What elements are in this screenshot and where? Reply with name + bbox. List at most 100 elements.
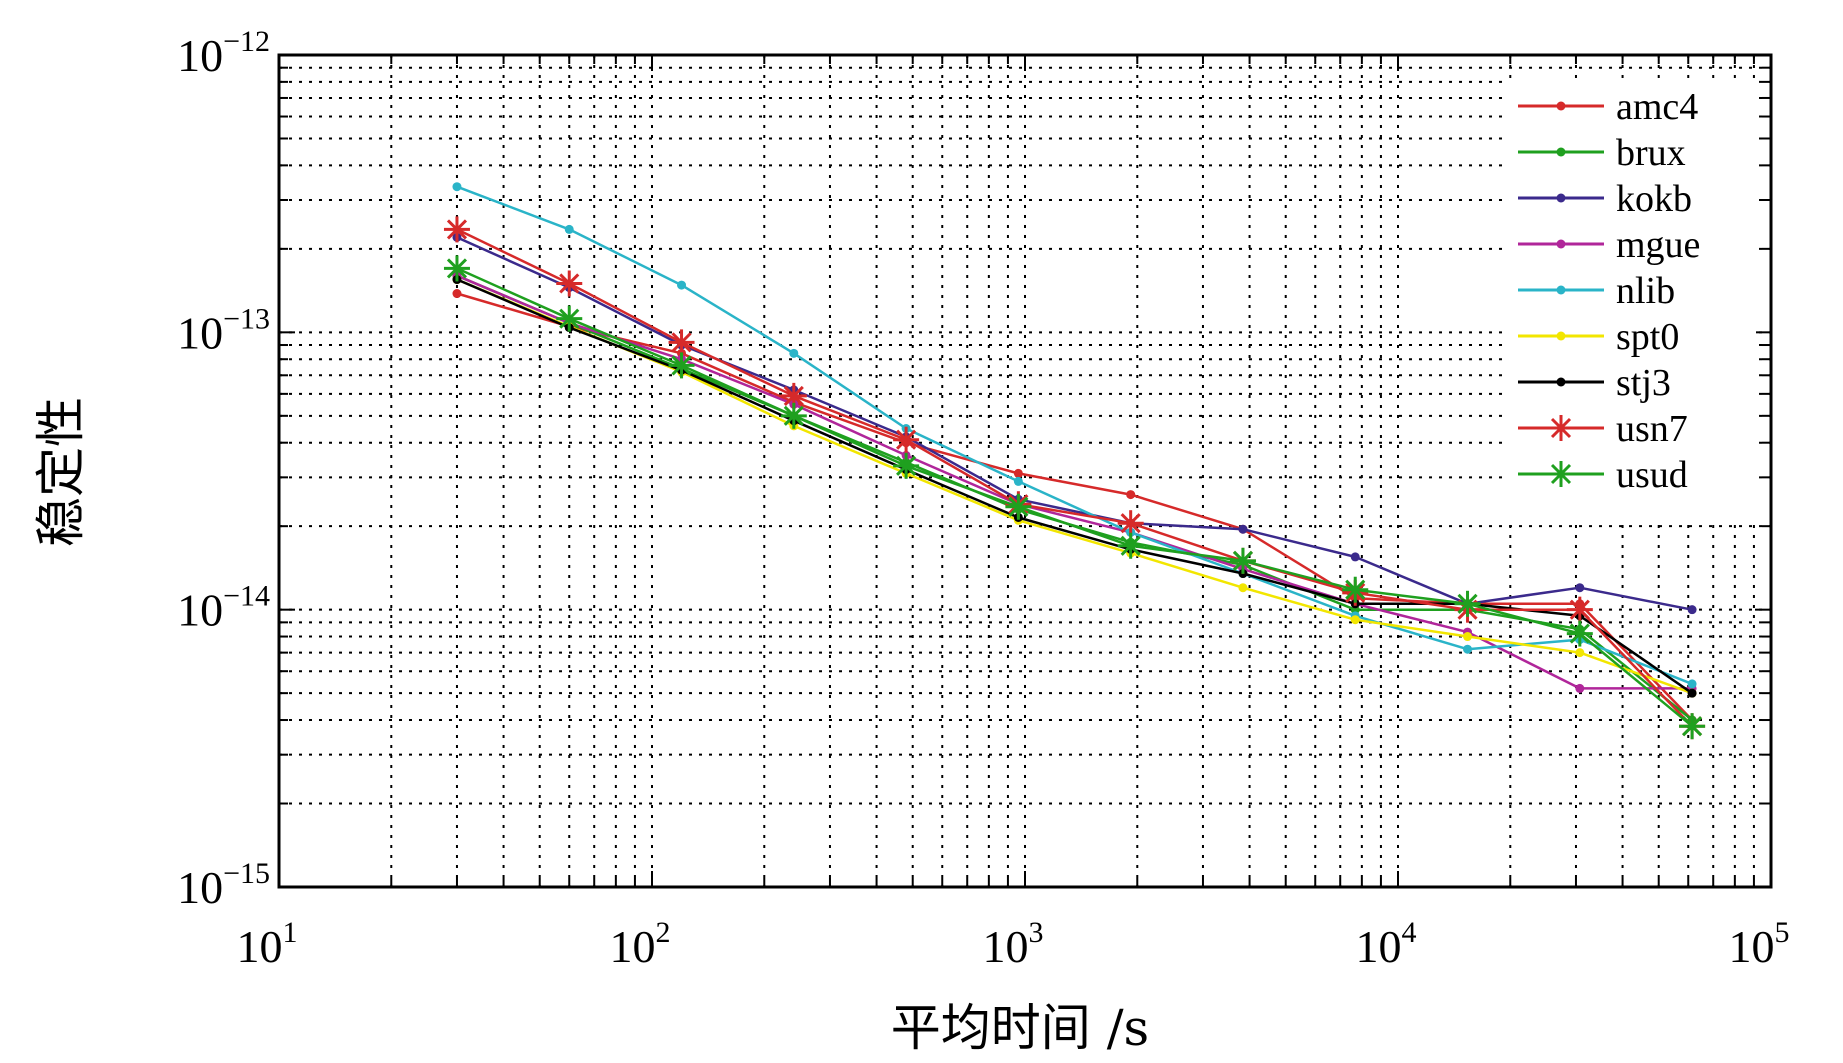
data-point-kokb — [1687, 605, 1697, 615]
data-point-usud-stroke — [446, 258, 468, 279]
legend-label: mgue — [1616, 224, 1700, 266]
data-point-usud — [1342, 576, 1369, 603]
legend-marker — [1548, 415, 1574, 441]
data-point-usud-stroke — [1682, 716, 1703, 737]
axis-ticks — [279, 55, 1771, 887]
series-line-mgue — [456, 274, 1693, 690]
legend-item-brux: brux — [1518, 132, 1686, 174]
data-point-usn7 — [1117, 510, 1144, 537]
data-point-nlib — [452, 182, 462, 192]
legend-label: nlib — [1616, 270, 1675, 312]
y-tick-label: 10−12 — [177, 25, 270, 81]
data-point-usn7-stroke — [896, 429, 917, 450]
legend-label: usn7 — [1616, 408, 1688, 450]
series-line-nlib — [456, 185, 1693, 686]
x-tick-label: 104 — [1356, 916, 1417, 972]
x-tick-exponent: 1 — [283, 916, 298, 949]
data-point-usn7-stroke — [783, 385, 804, 406]
legend-label: brux — [1616, 132, 1686, 174]
data-point-nlib — [1687, 679, 1697, 689]
data-point-amc4 — [1013, 468, 1023, 478]
data-point-usn7-stroke — [671, 332, 692, 353]
series-line-usud — [456, 267, 1693, 728]
data-point-usn7-stroke — [446, 219, 468, 240]
data-point-stj3 — [1687, 688, 1697, 698]
data-point-usn7-stroke — [559, 273, 580, 294]
data-point-usud — [668, 352, 695, 379]
y-tick-base: 10 — [177, 30, 223, 81]
data-point-spt0 — [1350, 615, 1360, 625]
legend-marker — [1548, 461, 1574, 487]
legend-marker — [1556, 147, 1566, 157]
x-tick-base: 10 — [983, 921, 1029, 972]
legend-item-mgue: mgue — [1518, 224, 1700, 266]
data-point-usn7 — [443, 216, 470, 243]
data-point-amc4 — [452, 289, 462, 299]
data-point-usn7 — [893, 426, 920, 453]
legend-label: usud — [1616, 454, 1688, 496]
data-point-usud-stroke — [1120, 535, 1141, 556]
series-line-stj3 — [456, 278, 1693, 695]
data-point-usn7-stroke — [1120, 513, 1141, 534]
legend-label: stj3 — [1616, 362, 1671, 404]
x-tick-base: 10 — [1729, 921, 1775, 972]
legend-marker-stroke — [1550, 463, 1572, 485]
legend-marker — [1556, 377, 1566, 387]
data-point-usud-stroke — [559, 308, 580, 329]
y-tick-label: 10−14 — [177, 580, 270, 636]
data-point-usud — [443, 255, 470, 282]
x-tick-label: 105 — [1729, 916, 1790, 972]
legend-item-stj3: stj3 — [1518, 362, 1671, 404]
y-axis-label: 稳定性 — [32, 397, 90, 547]
data-point-usud — [1229, 547, 1256, 574]
y-tick-exponent: −15 — [223, 857, 270, 890]
x-tick-base: 10 — [237, 921, 283, 972]
legend-item-kokb: kokb — [1518, 178, 1692, 220]
data-point-usn7 — [668, 329, 695, 356]
data-point-usn7-stroke — [1569, 599, 1590, 620]
data-point-nlib — [1013, 476, 1023, 486]
x-tick-label: 103 — [983, 916, 1044, 972]
data-point-usud — [556, 305, 583, 332]
data-point-usud — [1454, 590, 1481, 617]
y-tick-base: 10 — [177, 585, 223, 636]
legend-label: amc4 — [1616, 86, 1698, 128]
data-point-usud — [893, 452, 920, 479]
legend-marker-stroke — [1550, 417, 1572, 439]
x-tick-base: 10 — [610, 921, 656, 972]
x-tick-exponent: 5 — [1775, 916, 1790, 949]
data-point-usud-stroke — [1008, 496, 1029, 517]
data-point-nlib — [677, 280, 687, 290]
series-usud — [443, 255, 1706, 740]
data-point-nlib — [1463, 644, 1473, 654]
legend-item-nlib: nlib — [1518, 270, 1675, 312]
data-point-usud-stroke — [1457, 593, 1478, 614]
data-point-usud-stroke — [896, 455, 917, 476]
x-tick-exponent: 4 — [1402, 916, 1417, 949]
data-point-nlib — [789, 348, 799, 358]
data-point-usn7 — [1566, 596, 1593, 623]
data-point-usud — [1566, 620, 1593, 647]
data-point-amc4 — [1126, 490, 1136, 500]
x-axis-label: 平均时间 /s — [891, 999, 1149, 1057]
x-tick-exponent: 2 — [656, 916, 671, 949]
data-point-nlib — [564, 224, 574, 234]
data-point-kokb — [1238, 524, 1248, 534]
y-tick-base: 10 — [177, 862, 223, 913]
x-tick-labels: 101 102 103 104 105 — [237, 916, 1790, 972]
data-point-usud — [780, 402, 807, 429]
y-tick-base: 10 — [177, 307, 223, 358]
data-point-mgue — [1575, 683, 1585, 693]
legend-item-usud: usud — [1518, 454, 1688, 496]
data-point-spt0 — [1238, 583, 1248, 593]
legend-marker — [1556, 331, 1566, 341]
data-point-usud-stroke — [783, 405, 804, 426]
series-line-kokb — [456, 236, 1693, 611]
legend-label: kokb — [1616, 178, 1692, 220]
legend-marker — [1556, 239, 1566, 249]
y-tick-label: 10−13 — [177, 302, 270, 358]
y-tick-exponent: −13 — [223, 302, 270, 335]
